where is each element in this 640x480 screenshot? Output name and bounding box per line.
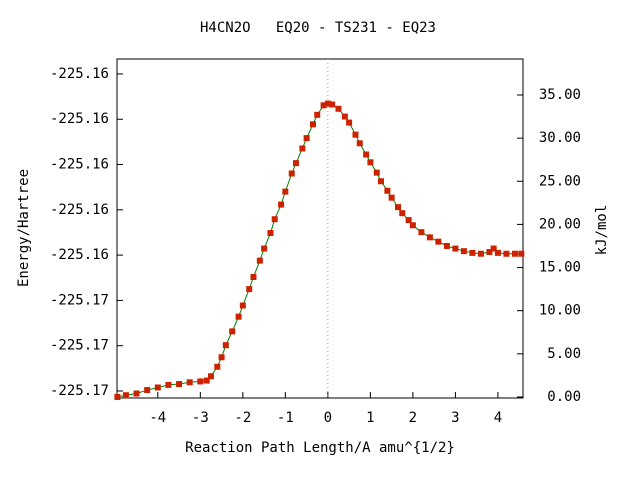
y2-tick-label: 5.00 xyxy=(547,346,581,362)
x-tick-label: -4 xyxy=(149,410,166,426)
point-marker xyxy=(261,245,268,252)
point-marker xyxy=(214,363,221,370)
point-marker xyxy=(203,377,210,384)
point-marker xyxy=(235,313,242,320)
point-marker xyxy=(503,250,510,257)
y-tick-label: -225.16 xyxy=(50,202,109,218)
point-marker xyxy=(418,229,425,236)
point-marker xyxy=(278,201,285,208)
point-marker xyxy=(250,274,257,281)
point-marker xyxy=(490,245,497,252)
plot-frame xyxy=(116,58,524,399)
point-marker xyxy=(405,217,412,224)
point-marker xyxy=(207,373,214,380)
point-marker xyxy=(373,169,380,176)
point-marker xyxy=(314,111,321,118)
point-marker xyxy=(320,102,327,109)
point-marker xyxy=(341,113,348,120)
y2-tick-label: 25.00 xyxy=(539,173,581,189)
point-marker xyxy=(154,384,161,391)
series-line xyxy=(117,103,522,398)
x-tick-label: 1 xyxy=(366,410,374,426)
point-marker xyxy=(176,381,183,388)
point-marker xyxy=(299,145,306,152)
point-marker xyxy=(395,204,402,211)
y-tick-label: -225.16 xyxy=(50,66,109,82)
y2-tick-label: 0.00 xyxy=(547,389,581,405)
point-marker xyxy=(435,238,442,245)
y2-tick-label: 15.00 xyxy=(539,260,581,276)
point-marker xyxy=(239,302,246,309)
point-marker xyxy=(378,178,385,185)
point-marker xyxy=(267,230,274,237)
point-marker xyxy=(384,187,391,194)
point-marker xyxy=(494,249,501,256)
point-marker xyxy=(282,188,289,195)
point-marker xyxy=(256,257,263,264)
point-marker xyxy=(469,249,476,256)
y2-tick-label: 35.00 xyxy=(539,87,581,103)
point-marker xyxy=(229,328,236,335)
point-marker xyxy=(133,390,140,397)
x-tick-label: 0 xyxy=(324,410,332,426)
y-tick-label: -225.17 xyxy=(50,292,109,308)
point-marker xyxy=(477,250,484,257)
y-tick-label: -225.16 xyxy=(50,247,109,263)
point-marker xyxy=(486,249,493,256)
point-marker xyxy=(352,131,359,138)
x-tick-label: 4 xyxy=(494,410,502,426)
point-marker xyxy=(460,248,467,255)
point-marker xyxy=(309,121,316,128)
point-marker xyxy=(324,100,331,107)
point-marker xyxy=(186,379,193,386)
point-marker xyxy=(292,160,299,167)
point-marker xyxy=(303,135,310,142)
point-marker xyxy=(271,216,278,223)
point-marker xyxy=(114,393,121,400)
y-tick-label: -225.17 xyxy=(50,338,109,354)
point-marker xyxy=(197,378,204,385)
point-marker xyxy=(222,342,229,349)
point-marker xyxy=(246,286,253,293)
point-marker xyxy=(329,101,336,108)
point-marker xyxy=(356,140,363,147)
x-tick-label: 3 xyxy=(451,410,459,426)
point-marker xyxy=(367,159,374,166)
point-marker xyxy=(144,387,151,394)
x-tick-label: -1 xyxy=(277,410,294,426)
point-marker xyxy=(426,234,433,241)
point-marker xyxy=(388,194,395,201)
y-tick-label: -225.16 xyxy=(50,111,109,127)
x-tick-label: -3 xyxy=(192,410,209,426)
y2-axis-label: kJ/mol xyxy=(594,205,610,256)
point-marker xyxy=(288,170,295,177)
y2-tick-label: 10.00 xyxy=(539,303,581,319)
point-marker xyxy=(363,151,370,158)
point-marker xyxy=(399,210,406,217)
chart-title: H4CN2O EQ20 - TS231 - EQ23 xyxy=(200,20,436,36)
y2-tick-label: 20.00 xyxy=(539,216,581,232)
point-marker xyxy=(518,250,525,257)
point-marker xyxy=(443,242,450,249)
point-marker xyxy=(122,392,129,399)
point-marker xyxy=(511,250,518,257)
x-tick-label: 2 xyxy=(409,410,417,426)
y-tick-label: -225.17 xyxy=(50,383,109,399)
x-tick-label: -2 xyxy=(234,410,251,426)
point-marker xyxy=(409,222,416,229)
x-axis-label: Reaction Path Length/A amu^{1/2} xyxy=(185,440,455,456)
point-marker xyxy=(335,105,342,112)
y2-tick-label: 30.00 xyxy=(539,130,581,146)
point-marker xyxy=(346,119,353,126)
y-tick-label: -225.16 xyxy=(50,157,109,173)
point-marker xyxy=(165,381,172,388)
point-marker xyxy=(452,245,459,252)
y-axis-label: Energy/Hartree xyxy=(16,169,32,287)
point-marker xyxy=(218,354,225,361)
